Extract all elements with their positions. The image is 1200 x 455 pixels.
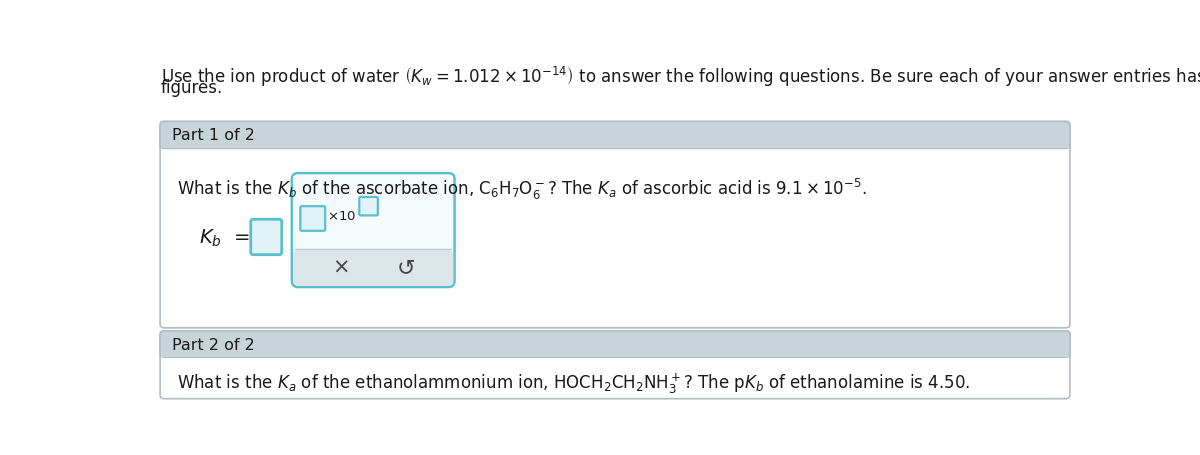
FancyBboxPatch shape: [160, 331, 1070, 399]
Text: ↺: ↺: [396, 258, 415, 278]
Bar: [161, 344, 1069, 357]
Text: Part 1 of 2: Part 1 of 2: [173, 128, 256, 143]
FancyBboxPatch shape: [359, 197, 378, 216]
Text: Use the ion product of water $\left(K_w = 1.012 \times 10^{-14}\right)$ to answe: Use the ion product of water $\left(K_w …: [161, 65, 1200, 89]
FancyBboxPatch shape: [160, 331, 1070, 357]
Text: What is the $K_b$ of the ascorbate ion, $\mathrm{C_6H_7O_6^-}$? The $K_a$ of asc: What is the $K_b$ of the ascorbate ion, …: [178, 177, 866, 202]
FancyBboxPatch shape: [251, 220, 282, 255]
Text: figures.: figures.: [161, 79, 223, 97]
Bar: [161, 136, 1069, 149]
Text: $K_b$  =: $K_b$ =: [199, 227, 250, 248]
Text: Part 2 of 2: Part 2 of 2: [173, 337, 256, 352]
FancyBboxPatch shape: [160, 122, 1070, 328]
Bar: [293, 177, 454, 249]
FancyBboxPatch shape: [300, 207, 325, 231]
Text: $\times$10: $\times$10: [328, 209, 356, 222]
FancyBboxPatch shape: [160, 122, 1070, 149]
FancyBboxPatch shape: [293, 251, 454, 286]
Text: ×: ×: [332, 258, 349, 278]
FancyBboxPatch shape: [292, 174, 455, 288]
Text: What is the $K_a$ of the ethanolammonium ion, $\mathrm{HOCH_2CH_2NH_3^+}$? The p: What is the $K_a$ of the ethanolammonium…: [178, 371, 971, 395]
